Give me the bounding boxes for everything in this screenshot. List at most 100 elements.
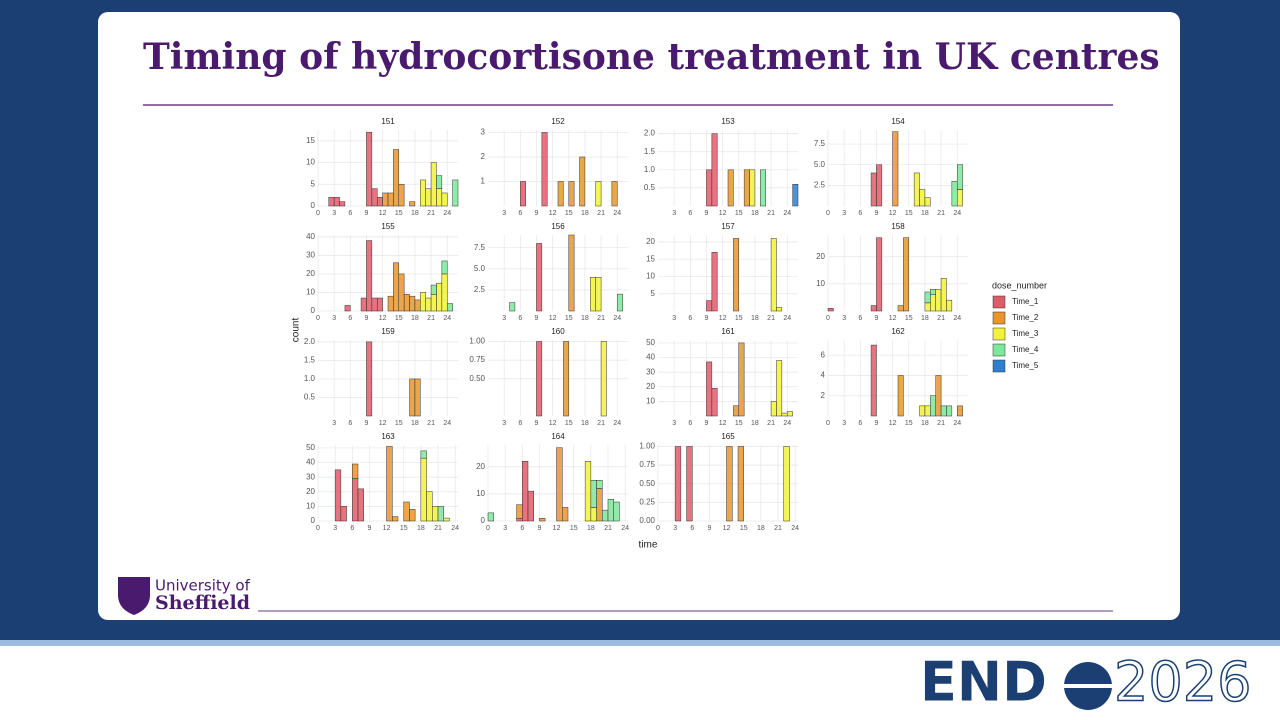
y-tick-label: 40: [646, 353, 655, 362]
bar-segment: [711, 252, 718, 312]
footer-year: 2026: [1114, 651, 1251, 714]
facet-title: 163: [381, 432, 395, 441]
x-tick-label: 15: [565, 315, 573, 322]
y-axis-label: count: [291, 318, 302, 343]
x-tick-label: 3: [503, 525, 507, 532]
facet: 160 0.50 0.75 1.00 3 6 9 12 15 18 21 24: [469, 327, 628, 427]
bar-segment: [596, 488, 603, 522]
bar-segment: [770, 238, 777, 312]
bar-segment: [563, 341, 570, 417]
x-tick-label: 6: [688, 210, 692, 217]
x-tick-label: 0: [316, 525, 320, 532]
x-tick-label: 21: [767, 210, 775, 217]
x-tick-label: 6: [518, 210, 522, 217]
x-tick-label: 0: [486, 525, 490, 532]
bar-segment: [935, 375, 942, 417]
x-tick-label: 0: [826, 210, 830, 217]
y-tick-label: 1.00: [469, 337, 485, 346]
bar-segment: [366, 341, 373, 417]
y-tick-label: 30: [646, 367, 655, 376]
bar-segment: [903, 237, 910, 312]
x-tick-label: 9: [535, 210, 539, 217]
x-tick-label: 12: [379, 420, 387, 427]
bar-segment: [919, 189, 926, 207]
y-tick-label: 10: [306, 288, 315, 297]
x-tick-label: 6: [520, 525, 524, 532]
facet-title: 159: [381, 327, 395, 336]
x-tick-label: 21: [774, 525, 782, 532]
x-tick-label: 9: [535, 315, 539, 322]
legend-swatch: [992, 327, 1006, 341]
x-tick-label: 24: [613, 420, 621, 427]
legend-label: Time_2: [1012, 313, 1039, 322]
x-tick-label: 18: [581, 210, 589, 217]
bar-segment: [946, 405, 953, 417]
bar-segment: [562, 507, 569, 522]
y-tick-label: 20: [646, 382, 655, 391]
x-tick-label: 12: [553, 525, 561, 532]
y-tick-label: 10: [306, 501, 315, 510]
y-tick-label: 1.0: [304, 374, 316, 383]
facet-title: 160: [551, 327, 565, 336]
bar-segment: [897, 375, 904, 417]
x-axis-label: time: [639, 540, 658, 551]
y-tick-label: 1.0: [644, 165, 656, 174]
y-tick-label: 30: [306, 250, 315, 259]
x-tick-label: 21: [427, 315, 435, 322]
bar-segment: [616, 293, 623, 312]
bar-segment: [579, 156, 586, 207]
plot-panel: [488, 340, 628, 416]
x-tick-label: 24: [953, 315, 961, 322]
bar-segment: [376, 297, 383, 312]
facet: 153 0.5 1.0 1.5 2.0 3 6 9 12 15 18 21 24: [644, 117, 799, 217]
y-tick-label: 3: [481, 128, 486, 137]
bar-segment: [711, 387, 718, 417]
x-tick-label: 12: [549, 420, 557, 427]
y-tick-label: 7.5: [474, 243, 486, 252]
bar-segment: [441, 260, 448, 275]
x-tick-label: 18: [757, 525, 765, 532]
y-tick-label: 0: [311, 201, 316, 210]
facet-title: 153: [721, 117, 735, 126]
bar-segment: [409, 295, 416, 312]
bar-segment: [371, 188, 378, 207]
bar-segment: [376, 197, 383, 207]
bar-segment: [913, 172, 920, 207]
bar-segment: [509, 302, 516, 312]
x-tick-label: 24: [783, 315, 791, 322]
bar-segment: [414, 299, 421, 312]
y-tick-label: 40: [306, 458, 315, 467]
x-tick-label: 21: [597, 210, 605, 217]
bar-segment: [870, 344, 877, 417]
bar-segment: [387, 192, 394, 207]
x-tick-label: 24: [783, 210, 791, 217]
x-tick-label: 3: [672, 420, 676, 427]
bar-segment: [557, 181, 564, 207]
legend-swatch: [992, 359, 1006, 373]
x-tick-label: 9: [365, 420, 369, 427]
x-tick-label: 3: [842, 210, 846, 217]
bar-segment: [398, 184, 405, 207]
x-tick-label: 21: [767, 420, 775, 427]
x-tick-label: 12: [719, 315, 727, 322]
x-tick-label: 15: [570, 525, 578, 532]
x-tick-label: 15: [395, 315, 403, 322]
footer-stripe: [0, 640, 1280, 646]
bar-segment: [430, 284, 437, 295]
x-tick-label: 15: [395, 210, 403, 217]
x-tick-label: 18: [411, 210, 419, 217]
x-tick-label: 15: [400, 525, 408, 532]
bar-segment: [403, 294, 410, 312]
bar-segment: [930, 289, 936, 295]
facet: 164 0 10 20 0 3 6 9 12 15 18 21 24: [476, 432, 629, 532]
bar-segment: [892, 131, 899, 207]
facet: 165 0.00 0.25 0.50 0.75 1.00 0 3 6 9 12 15 18 21 24: [639, 432, 799, 532]
bar-segment: [783, 446, 790, 522]
x-tick-label: 18: [751, 420, 759, 427]
x-tick-label: 12: [889, 420, 897, 427]
bar-segment: [522, 461, 529, 522]
facet-title: 151: [381, 117, 395, 126]
y-tick-label: 30: [306, 472, 315, 481]
bar-segment: [792, 184, 799, 207]
